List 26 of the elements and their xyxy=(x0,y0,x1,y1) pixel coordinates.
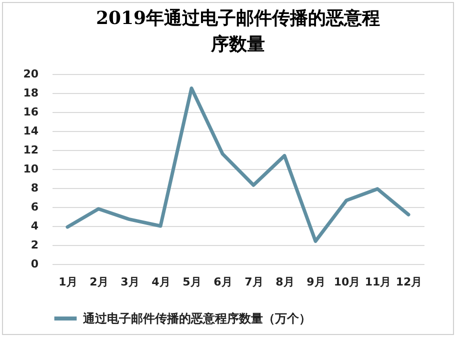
legend-label: 通过电子邮件传播的恶意程序数量（万个） xyxy=(82,312,311,326)
y-tick-label: 14 xyxy=(23,124,39,138)
y-tick-label: 4 xyxy=(30,220,39,232)
y-tick-label: 2 xyxy=(30,238,38,252)
x-tick-label: 1月 xyxy=(58,276,78,288)
x-tick-label: 3月 xyxy=(120,276,140,288)
x-tick-label: 7月 xyxy=(244,276,264,288)
x-tick-label: 9月 xyxy=(306,276,326,288)
y-tick-label: 16 xyxy=(23,106,39,118)
x-tick-label: 4月 xyxy=(152,276,170,288)
line-series xyxy=(66,86,410,243)
x-tick-label: 11月 xyxy=(364,276,392,288)
chart-title: 2019年通过电子邮件传播的恶意程序数量 xyxy=(96,8,380,55)
y-tick-label: 6 xyxy=(30,200,39,214)
x-tick-label: 5月 xyxy=(182,276,202,288)
y-tick-label: 18 xyxy=(23,86,38,100)
x-tick-label: 8月 xyxy=(276,276,294,288)
y-tick-label: 20 xyxy=(23,68,39,80)
x-tick-label: 12月 xyxy=(396,276,422,288)
y-tick-label: 10 xyxy=(23,162,39,176)
y-tick-label: 12 xyxy=(23,144,38,156)
x-tick-label: 2月 xyxy=(90,276,108,288)
x-tick-label: 10月 xyxy=(334,276,360,288)
y-tick-label: 8 xyxy=(30,182,38,194)
x-tick-label: 6月 xyxy=(214,276,232,288)
y-tick-label: 0 xyxy=(30,258,39,270)
